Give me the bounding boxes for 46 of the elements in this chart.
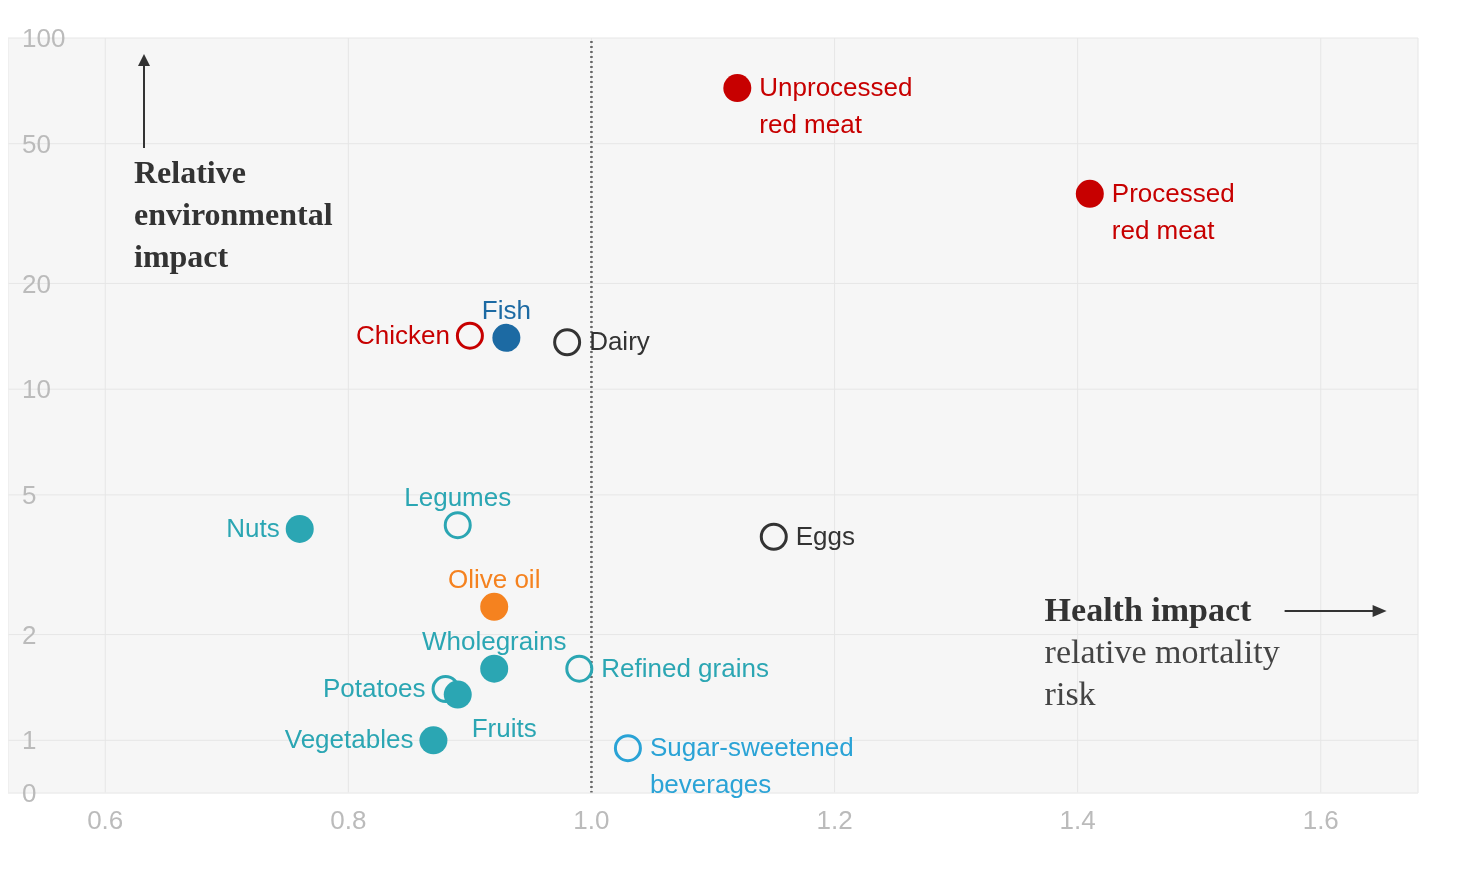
x-tick-label: 1.2 [816, 805, 853, 835]
point [613, 734, 642, 763]
y-tick-label: 0 [22, 778, 37, 809]
y-tick-label: 10 [22, 374, 51, 405]
point [759, 522, 788, 551]
series-label: Wholegrains [421, 625, 567, 656]
series-label: Fruits [471, 712, 537, 743]
y-tick-label: 5 [22, 479, 37, 510]
series-label: Legumes [404, 482, 512, 513]
series-label: Dairy [589, 326, 650, 357]
point [285, 514, 314, 543]
point [455, 321, 484, 350]
point [443, 511, 472, 540]
x-tick-label: 1.6 [1302, 805, 1339, 835]
x-tick-label: 0.8 [330, 805, 367, 835]
x-tick-label: 1.0 [573, 805, 610, 835]
series-label: Processed red meat [1111, 177, 1235, 245]
point [443, 680, 472, 709]
y-axis-title: Relative environmental impact [134, 154, 333, 274]
series-label: Fish [481, 294, 531, 325]
point [480, 654, 509, 683]
y-tick-label: 50 [22, 128, 51, 159]
y-tick-label: 20 [22, 268, 51, 299]
x-tick-label: 1.4 [1059, 805, 1096, 835]
series-label: Nuts [226, 512, 280, 543]
x-axis-title: Health impact [1044, 591, 1253, 628]
y-tick-label: 100 [22, 23, 66, 54]
point [419, 726, 448, 755]
series-label: Unprocessed red meat [759, 72, 913, 140]
y-tick-label: 1 [22, 725, 37, 756]
y-tick-label: 2 [22, 619, 37, 650]
annotation: relative mortality risk [1044, 633, 1280, 712]
series-label: Potatoes [322, 673, 426, 704]
series-label: Sugar-sweetened beverages [649, 732, 854, 800]
series-label: Eggs [795, 520, 856, 551]
point [1075, 179, 1104, 208]
x-tick-label: 0.6 [87, 805, 124, 835]
point [553, 328, 582, 357]
series-label: Chicken [355, 319, 450, 350]
series-label: Refined grains [601, 652, 769, 683]
series-label: Vegetables [284, 724, 414, 755]
point [723, 74, 752, 103]
point [565, 654, 594, 683]
point [492, 323, 521, 352]
series-label: Olive oil [447, 563, 541, 594]
point [480, 592, 509, 621]
